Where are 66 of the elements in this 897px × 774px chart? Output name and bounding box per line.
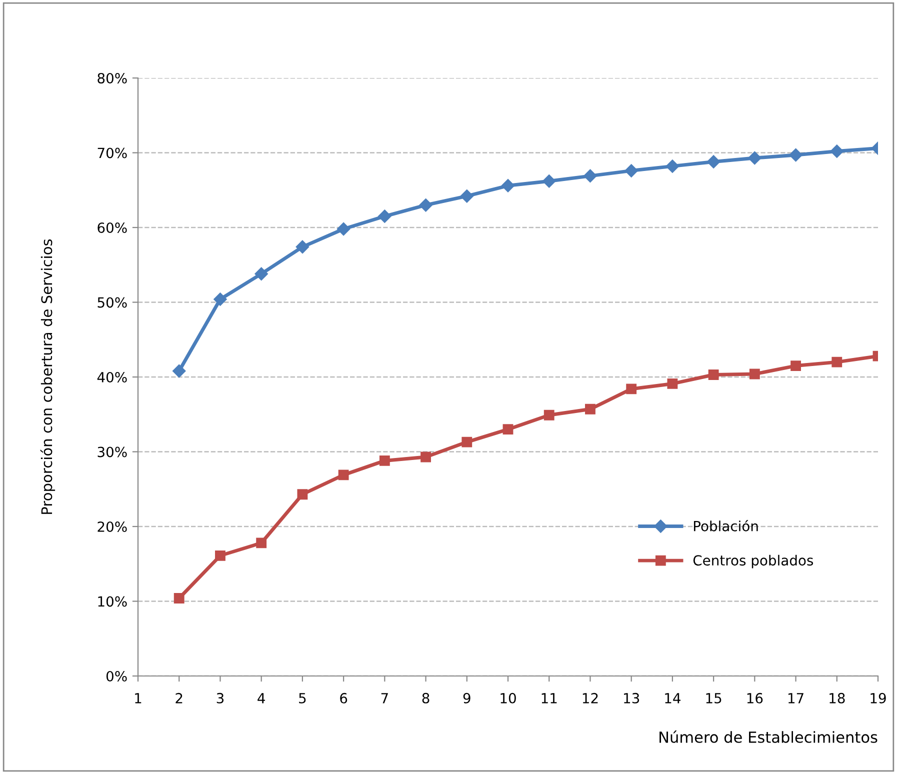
- y-tick-label: 40%: [97, 372, 127, 382]
- y-tick-label: 20%: [98, 521, 127, 532]
- y-tick-label: 30%: [98, 446, 127, 458]
- point: [172, 364, 186, 378]
- point: [297, 489, 308, 500]
- point: [502, 424, 514, 435]
- y-tick-label: 50%: [98, 297, 127, 308]
- y-tick-label: 70%: [98, 148, 127, 158]
- point: [419, 198, 432, 212]
- point: [667, 378, 678, 389]
- point: [626, 384, 637, 394]
- x-tick-label: 9: [463, 692, 470, 704]
- point: [624, 164, 638, 178]
- x-tick-label: 12: [582, 692, 598, 704]
- point: [256, 538, 267, 548]
- x-tick-label: 18: [830, 692, 845, 704]
- point: [708, 370, 719, 380]
- x-tick-label: 6: [340, 692, 348, 704]
- x-tick-label: 1: [135, 693, 142, 704]
- y-tick-label: 10%: [98, 596, 127, 607]
- point: [789, 148, 802, 162]
- point: [378, 210, 392, 223]
- point: [460, 190, 474, 203]
- point: [830, 144, 844, 158]
- point: [254, 267, 268, 280]
- x-tick-label: 11: [542, 693, 557, 704]
- point: [336, 222, 350, 236]
- point: [584, 169, 597, 183]
- point: [544, 410, 554, 420]
- y-tick-label: 0%: [106, 670, 127, 682]
- point: [666, 160, 680, 173]
- y-tick-label: 80%: [98, 72, 127, 84]
- point: [296, 240, 310, 254]
- point: [214, 292, 227, 306]
- y-axis-title: Proporción con cobertura de Servicios: [40, 239, 56, 514]
- x-tick-label: 7: [381, 693, 388, 704]
- point: [174, 593, 184, 604]
- x-tick-label: 10: [500, 692, 516, 704]
- point: [749, 368, 760, 380]
- x-tick-label: 3: [216, 692, 224, 704]
- x-tick-label: 13: [624, 692, 640, 704]
- x-tick-label: 16: [747, 692, 763, 704]
- point: [379, 456, 390, 466]
- x-tick-label: 4: [258, 693, 265, 704]
- legend-label: Centros poblados: [693, 554, 814, 568]
- point: [501, 179, 515, 192]
- x-tick-label: 14: [665, 693, 680, 704]
- point: [420, 452, 431, 462]
- point: [790, 360, 801, 371]
- y-tick-label: 60%: [98, 222, 127, 233]
- point: [748, 151, 762, 165]
- x-tick-label: 5: [299, 693, 306, 704]
- point: [706, 155, 720, 168]
- point: [215, 550, 226, 561]
- legend-label: Población: [694, 520, 758, 532]
- x-tick-label: 15: [706, 693, 722, 704]
- point: [542, 174, 556, 188]
- x-tick-label: 2: [176, 692, 182, 704]
- point: [338, 470, 349, 480]
- point: [462, 436, 472, 448]
- x-tick-label: 8: [422, 692, 430, 704]
- point: [832, 356, 842, 368]
- x-tick-label: 17: [788, 693, 804, 704]
- point: [585, 404, 596, 414]
- x-tick-label: 19: [870, 692, 886, 704]
- x-axis-title: Número de Establecimientos: [660, 730, 878, 743]
